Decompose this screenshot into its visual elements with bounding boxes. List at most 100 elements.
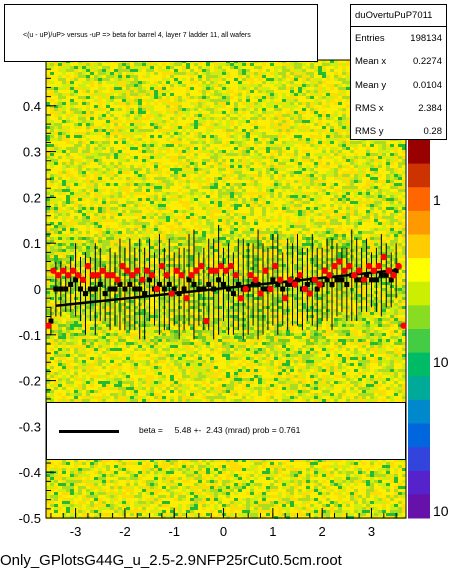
heat-cell [306, 216, 310, 219]
heat-cell [306, 99, 310, 102]
heat-cell [362, 222, 366, 225]
heat-cell [398, 147, 402, 150]
heat-cell [378, 198, 382, 201]
heat-cell [98, 135, 102, 138]
heat-cell [154, 156, 158, 159]
heat-cell [278, 159, 282, 162]
heat-cell [110, 210, 114, 213]
heat-cell [70, 213, 74, 216]
heat-cell [306, 189, 310, 192]
heat-cell [170, 69, 174, 72]
heat-cell [134, 96, 138, 99]
heat-cell [230, 195, 234, 198]
heat-cell [302, 177, 306, 180]
heat-cell [342, 222, 346, 225]
heat-cell [214, 111, 218, 114]
heat-cell [166, 180, 170, 183]
heat-cell [162, 189, 166, 192]
heat-cell [138, 195, 142, 198]
heat-cell [138, 201, 142, 204]
heat-cell [302, 123, 306, 126]
heat-cell [178, 102, 182, 105]
heat-cell [298, 177, 302, 180]
heat-cell [346, 141, 350, 144]
heat-cell [118, 102, 122, 105]
heat-cell [266, 138, 270, 141]
heat-cell [94, 66, 98, 69]
heat-cell [202, 195, 206, 198]
heat-cell [150, 168, 154, 171]
heat-cell [298, 78, 302, 81]
heat-cell [238, 102, 242, 105]
heat-cell [382, 177, 386, 180]
heat-cell [302, 135, 306, 138]
heat-cell [206, 216, 210, 219]
heat-cell [246, 162, 250, 165]
heat-cell [250, 72, 254, 75]
heat-cell [222, 99, 226, 102]
heat-cell [158, 144, 162, 147]
heat-cell [118, 99, 122, 102]
heat-cell [158, 210, 162, 213]
heat-cell [102, 117, 106, 120]
heat-cell [290, 213, 294, 216]
heat-cell [330, 162, 334, 165]
heat-cell [90, 180, 94, 183]
heat-cell [274, 63, 278, 66]
heat-cell [326, 165, 330, 168]
heat-cell [114, 156, 118, 159]
heat-cell [174, 150, 178, 153]
heat-cell [142, 177, 146, 180]
heat-cell [326, 129, 330, 132]
heat-cell [254, 99, 258, 102]
heat-cell [290, 189, 294, 192]
heat-cell [210, 210, 214, 213]
heat-cell [230, 204, 234, 207]
heat-cell [266, 90, 270, 93]
heat-cell [198, 198, 202, 201]
heat-cell [266, 123, 270, 126]
heat-cell [310, 204, 314, 207]
heat-cell [142, 63, 146, 66]
heat-cell [242, 66, 246, 69]
heat-cell [186, 201, 190, 204]
heat-cell [70, 117, 74, 120]
heat-cell [186, 219, 190, 222]
heat-cell [102, 81, 106, 84]
heat-cell [130, 138, 134, 141]
heat-cell [66, 126, 70, 129]
heat-cell [54, 180, 58, 183]
heat-cell [170, 168, 174, 171]
heat-cell [158, 150, 162, 153]
heat-cell [146, 153, 150, 156]
heat-cell [106, 162, 110, 165]
heat-cell [94, 117, 98, 120]
heat-cell [294, 99, 298, 102]
heat-cell [90, 90, 94, 93]
heat-cell [138, 84, 142, 87]
heat-cell [306, 96, 310, 99]
heat-cell [122, 153, 126, 156]
heat-cell [234, 186, 238, 189]
heat-cell [70, 204, 74, 207]
heat-cell [238, 66, 242, 69]
heat-cell [230, 72, 234, 75]
heat-cell [222, 81, 226, 84]
heat-cell [154, 162, 158, 165]
heat-cell [170, 198, 174, 201]
heat-cell [258, 96, 262, 99]
heat-cell [310, 207, 314, 210]
heat-cell [138, 66, 142, 69]
heat-cell [166, 159, 170, 162]
heat-cell [70, 153, 74, 156]
heat-cell [334, 144, 338, 147]
heat-cell [186, 147, 190, 150]
heat-cell [306, 90, 310, 93]
heat-cell [190, 96, 194, 99]
heat-cell [178, 123, 182, 126]
heat-cell [310, 75, 314, 78]
heat-cell [346, 72, 350, 75]
heat-cell [274, 144, 278, 147]
heat-cell [102, 186, 106, 189]
heat-cell [342, 186, 346, 189]
